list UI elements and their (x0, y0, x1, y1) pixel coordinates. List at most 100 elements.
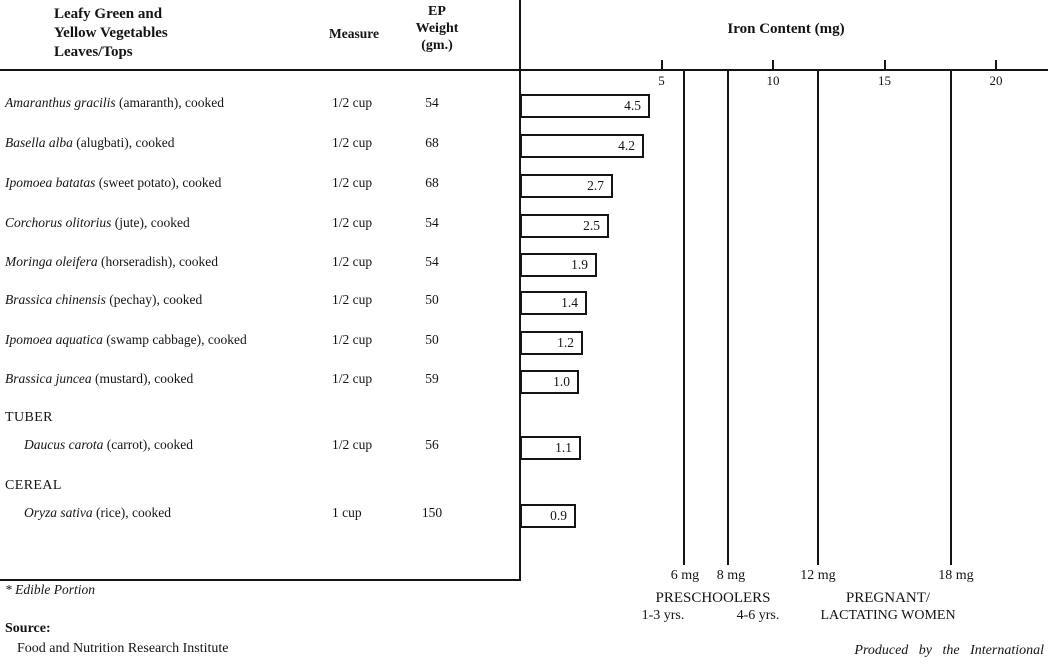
iron-bar: 4.2 (520, 134, 644, 158)
iron-value-label: 1.4 (561, 295, 578, 311)
ep-weight-value: 54 (425, 95, 439, 110)
group-sub-1-0: LACTATING WOMEN (820, 608, 956, 623)
ep-line-2: Weight (415, 21, 459, 36)
axis-tick-label-15: 15 (878, 73, 891, 88)
common-name-suffix: (horseradish), cooked (97, 254, 218, 269)
iron-bar: 1.1 (520, 436, 581, 460)
reference-label-12mg: 12 mg (800, 568, 836, 583)
common-name-suffix: (sweet potato), cooked (95, 175, 222, 190)
iron-value-label: 2.7 (587, 178, 604, 194)
chart-title: Iron Content (mg) (727, 21, 845, 37)
common-name-suffix: (pechay), cooked (105, 292, 203, 307)
ep-weight-value: 50 (425, 332, 439, 347)
species-name: Basella alba (5, 135, 73, 150)
group-sub-0-0: 1-3 yrs. (641, 608, 685, 623)
section-label-cereal: CEREAL (5, 478, 62, 493)
species-name: Ipomoea aquatica (5, 332, 103, 347)
iron-value-label: 1.0 (553, 374, 570, 390)
iron-value-label: 4.5 (624, 98, 641, 114)
species-name: Amaranthus gracilis (5, 95, 116, 110)
axis-tick-20 (995, 60, 997, 69)
axis-tick-10 (772, 60, 774, 69)
group-title-0: PRESCHOOLERS (655, 590, 771, 606)
food-item-name: Moringa oleifera (horseradish), cooked (5, 254, 218, 270)
section-label-tuber: TUBER (5, 410, 53, 425)
table-header-measure: Measure (329, 26, 379, 41)
measure-value: 1/2 cup (332, 254, 373, 269)
axis-tick-label-20: 20 (989, 73, 1003, 88)
species-name: Oryza sativa (24, 505, 93, 520)
measure-value: 1/2 cup (332, 215, 373, 230)
food-item-name: Basella alba (alugbati), cooked (5, 135, 174, 151)
common-name-suffix: (jute), cooked (111, 215, 190, 230)
ep-line-3: (gm.) (421, 38, 453, 53)
iron-value-label: 0.9 (550, 508, 567, 524)
measure-value: 1/2 cup (332, 437, 373, 452)
ep-weight-value: 59 (425, 371, 439, 386)
common-name-suffix: (alugbati), cooked (72, 135, 175, 150)
table-header-ep-weight: EP Weight (gm.) (405, 3, 469, 54)
reference-line-18mg (950, 71, 953, 565)
measure-value: 1 cup (332, 505, 362, 520)
group-sub-0-1: 4-6 yrs. (736, 608, 780, 623)
measure-value: 1/2 cup (332, 332, 373, 347)
axis-tick-5 (660, 60, 663, 69)
reference-line-6mg (682, 71, 685, 565)
ep-weight-value: 50 (425, 292, 439, 307)
food-item-name: Amaranthus gracilis (amaranth), cooked (5, 95, 224, 111)
species-name: Daucus carota (24, 437, 104, 452)
measure-value: 1/2 cup (332, 135, 373, 150)
iron-bar: 2.7 (520, 174, 613, 198)
reference-label-18mg: 18 mg (938, 568, 974, 583)
reference-line-12mg (816, 71, 819, 565)
iron-bar: 4.5 (520, 94, 650, 118)
iron-value-label: 1.2 (557, 335, 574, 351)
ep-weight-value: 68 (425, 175, 439, 190)
iron-value-label: 1.1 (555, 440, 572, 456)
common-name-suffix: (rice), cooked (92, 505, 171, 520)
measure-value: 1/2 cup (332, 292, 373, 307)
food-item-name: Brassica chinensis (pechay), cooked (5, 292, 202, 308)
measure-value: 1/2 cup (332, 175, 373, 190)
food-item-name: Daucus carota (carrot), cooked (24, 437, 193, 453)
header-line-1: Leafy Green and (54, 6, 163, 22)
reference-line-8mg (727, 71, 730, 565)
iron-bar: 1.4 (520, 291, 587, 315)
species-name: Ipomoea batatas (5, 175, 96, 190)
measure-value: 1/2 cup (332, 371, 373, 386)
iron-bar: 1.0 (520, 370, 579, 394)
header-axis-rule (0, 69, 1048, 71)
species-name: Moringa oleifera (5, 254, 98, 269)
measure-value: 1/2 cup (332, 95, 373, 110)
header-line-3: Leaves/Tops (54, 44, 133, 60)
food-item-name: Oryza sativa (rice), cooked (24, 505, 171, 521)
ep-line-1: EP (428, 4, 446, 19)
iron-bar: 0.9 (520, 504, 576, 528)
iron-bar: 2.5 (520, 214, 609, 238)
source-name: Food and Nutrition Research Institute (17, 641, 229, 656)
reference-label-6mg: 6 mg (670, 568, 700, 583)
iron-value-label: 1.9 (571, 257, 588, 273)
ep-weight-value: 54 (425, 215, 439, 230)
axis-tick-15 (883, 60, 886, 69)
food-item-name: Ipomoea batatas (sweet potato), cooked (5, 175, 221, 191)
iron-value-label: 4.2 (618, 138, 635, 154)
food-item-name: Ipomoea aquatica (swamp cabbage), cooked (5, 332, 247, 348)
species-name: Corchorus olitorius (5, 215, 112, 230)
produced-by-credit: Produced by the International (854, 643, 1044, 658)
table-header-vegetables: Leafy Green and Yellow Vegetables Leaves… (54, 5, 168, 62)
header-line-2: Yellow Vegetables (54, 25, 168, 41)
source-label: Source: (5, 621, 51, 636)
table-chart-divider (519, 0, 521, 581)
axis-tick-label-10: 10 (766, 73, 780, 88)
ep-weight-value: 150 (421, 505, 443, 520)
common-name-suffix: (amaranth), cooked (115, 95, 224, 110)
species-name: Brassica juncea (5, 371, 92, 386)
food-item-name: Corchorus olitorius (jute), cooked (5, 215, 190, 231)
common-name-suffix: (swamp cabbage), cooked (102, 332, 247, 347)
iron-value-label: 2.5 (583, 218, 600, 234)
iron-bar: 1.2 (520, 331, 583, 355)
iron-bar: 1.9 (520, 253, 597, 277)
group-title-1: PREGNANT/ (845, 590, 931, 606)
axis-tick-label-5: 5 (658, 73, 665, 88)
